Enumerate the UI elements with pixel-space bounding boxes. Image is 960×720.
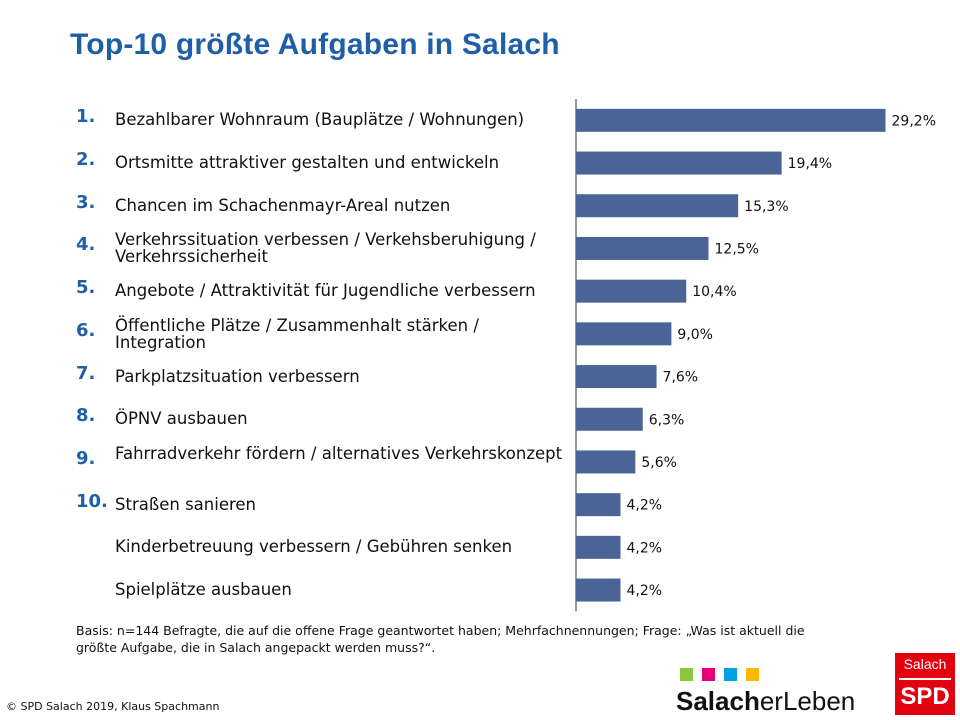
chart-title: Top-10 größte Aufgaben in Salach: [70, 28, 560, 61]
spd-badge-bottom: SPD: [900, 683, 950, 710]
bar-value-label: 4,2%: [627, 498, 663, 514]
bar-value-label: 15,3%: [744, 199, 788, 215]
category-label: Öffentliche Plätze / Zusammenhalt stärke…: [115, 315, 479, 352]
bar: [576, 279, 687, 303]
rank-number: 9.: [76, 447, 96, 469]
bar: [576, 450, 636, 474]
logo-text-bold: Salach: [676, 686, 760, 716]
category-label: ÖPNV ausbauen: [115, 409, 248, 429]
category-label: Straßen sanieren: [115, 494, 257, 514]
rank-number: 8.: [76, 405, 96, 427]
bar: [576, 236, 709, 260]
logo-square-green: [680, 668, 693, 681]
bar-value-label: 7,6%: [663, 370, 699, 386]
bar: [576, 108, 886, 132]
bars-group: 29,2% 19,4% 15,3% 12,5% 10,4% 9,0% 7,6% 6,3% 5,6…: [576, 108, 936, 602]
rank-number: 10.: [76, 490, 108, 512]
spd-badge-divider: [899, 678, 951, 680]
bar-value-label: 5,6%: [641, 455, 677, 471]
category-label: Angebote / Attraktivität für Jugendliche…: [115, 281, 536, 301]
spd-badge: Salach SPD: [895, 653, 955, 715]
category-label: Bezahlbarer Wohnraum (Bauplätze / Wohnun…: [115, 110, 525, 130]
rank-number: 4.: [76, 234, 96, 256]
rank-number: 2.: [76, 149, 96, 171]
bar: [576, 535, 621, 559]
logo-square-blue: [724, 668, 737, 681]
category-label: Ortsmitte attraktiver gestalten und entw…: [115, 153, 500, 173]
rank-number: 5.: [76, 277, 96, 299]
footnote: Basis: n=144 Befragte, die auf die offen…: [76, 623, 805, 655]
logo-square-yellow: [746, 668, 759, 681]
bar: [576, 194, 739, 218]
category-label: Fahrradverkehr fördern / alternatives Ve…: [115, 443, 563, 463]
bar-chart: 29,2% 19,4% 15,3% 12,5% 10,4% 9,0% 7,6% 6,3% 5,6…: [575, 99, 936, 612]
logo-square-magenta: [702, 668, 715, 681]
category-label: Chancen im Schachenmayr-Areal nutzen: [115, 195, 451, 215]
category-label: Verkehrssituation verbessen / Verkehsber…: [115, 230, 536, 267]
bar: [576, 322, 672, 346]
bar-value-label: 6,3%: [649, 412, 685, 428]
category-label: Spielplätze ausbauen: [115, 580, 292, 600]
bar-value-label: 4,2%: [627, 540, 663, 556]
rank-number: 6.: [76, 319, 96, 341]
bar: [576, 407, 643, 431]
spd-badge-top: Salach: [903, 656, 947, 672]
bar-value-label: 10,4%: [692, 284, 736, 300]
bar-value-label: 12,5%: [715, 241, 759, 257]
logo-text-regular: erLeben: [759, 686, 856, 716]
bar-value-label: 19,4%: [788, 156, 832, 172]
copyright: © SPD Salach 2019, Klaus Spachmann: [6, 700, 220, 713]
rank-number: 1.: [76, 106, 96, 128]
bar: [576, 493, 621, 517]
bar-value-label: 9,0%: [677, 327, 713, 343]
bar-value-label: 29,2%: [892, 113, 936, 129]
logo-text: SalacherLeben: [676, 686, 855, 717]
bar: [576, 578, 621, 602]
category-label: Parkplatzsituation verbessern: [115, 366, 360, 386]
rank-number: 7.: [76, 362, 96, 384]
category-label: Kinderbetreuung verbessern / Gebühren se…: [115, 537, 513, 557]
bar: [576, 151, 782, 175]
bar-value-label: 4,2%: [627, 583, 663, 599]
bar: [576, 365, 657, 389]
rank-number: 3.: [76, 191, 96, 213]
